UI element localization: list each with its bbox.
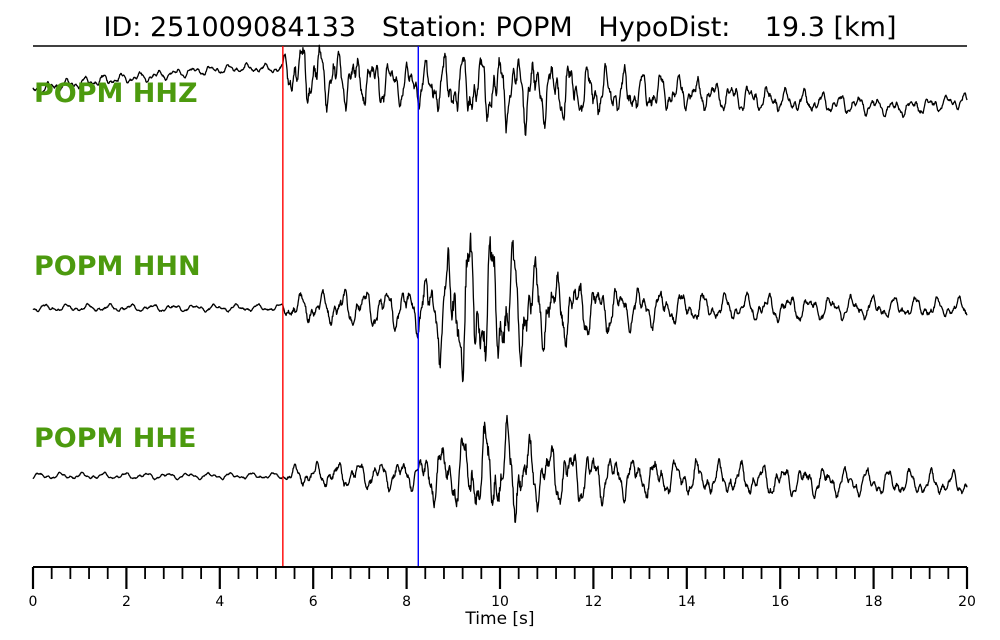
- trace-labels: POPM HHZ POPM HHN POPM HHE: [34, 78, 201, 454]
- waveform-trace-1: [32, 44, 968, 136]
- title-id-label: ID:: [104, 12, 142, 43]
- x-tick-label: 10: [491, 594, 509, 610]
- x-tick-label: 4: [215, 594, 224, 610]
- waveform-trace-2: [32, 232, 968, 383]
- title-id-value: 251009084133: [150, 12, 356, 43]
- title-station-value: POPM: [496, 12, 573, 43]
- x-tick-label: 6: [309, 594, 318, 610]
- x-tick-label: 18: [865, 594, 883, 610]
- chart-title: ID: 251009084133 Station: POPM HypoDist:…: [104, 12, 897, 43]
- x-tick-label: 14: [678, 594, 696, 610]
- trace-label-1: POPM HHZ: [34, 78, 198, 109]
- title-station-label: Station:: [382, 12, 487, 43]
- title-hypodist-label: HypoDist:: [598, 12, 730, 43]
- trace-label-2: POPM HHN: [34, 251, 201, 282]
- x-tick-label: 0: [29, 594, 38, 610]
- x-tick-label: 20: [958, 594, 976, 610]
- x-tick-label: 12: [584, 594, 602, 610]
- title-hypodist-unit: [km]: [833, 12, 896, 43]
- x-tick-label: 2: [122, 594, 131, 610]
- x-tick-label: 16: [771, 594, 789, 610]
- x-axis: 0 2 4 6 8 10 12 14 16 18 20: [29, 566, 976, 610]
- waveform-trace-3: [32, 414, 968, 523]
- pick-lines: [282, 46, 419, 567]
- title-hypodist-value: 19.3: [765, 12, 825, 43]
- waveform-traces: [32, 44, 968, 523]
- x-axis-label: Time [s]: [464, 609, 534, 629]
- trace-label-3: POPM HHE: [34, 423, 196, 454]
- x-tick-label: 8: [402, 594, 411, 610]
